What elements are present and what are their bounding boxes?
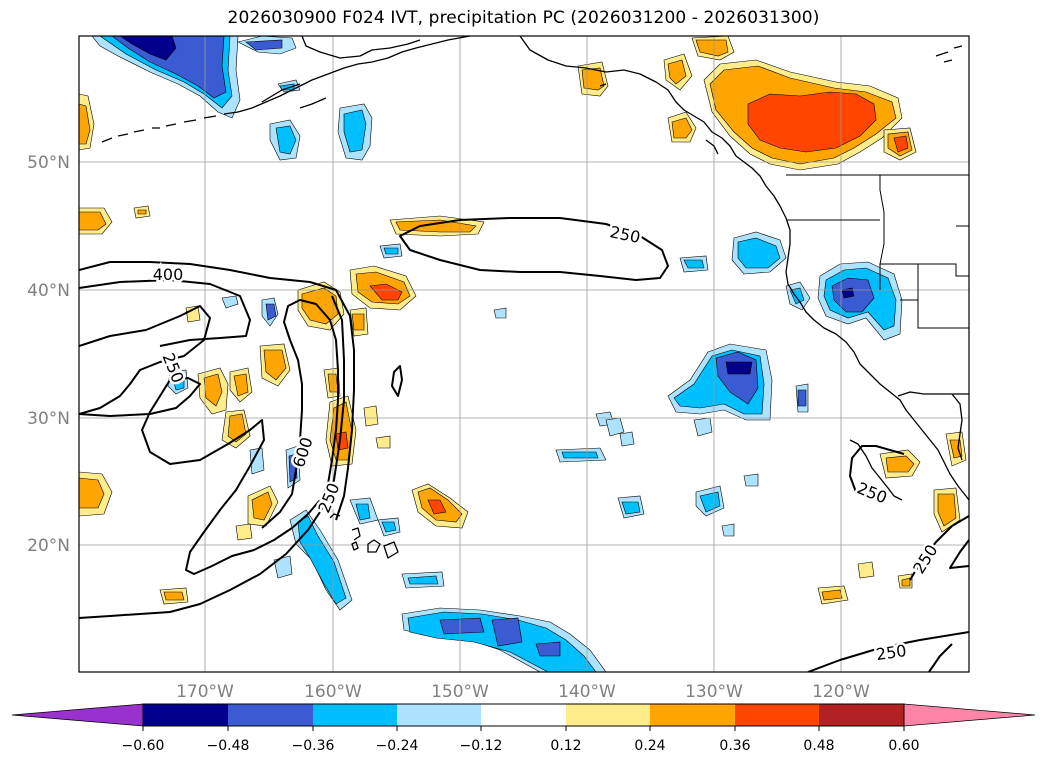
colorbar-swatch (143, 704, 228, 726)
lon-label: 140°W (558, 682, 616, 702)
colorbar-tick-label: 0.60 (888, 738, 919, 754)
colorbar-tick-label: −0.24 (376, 738, 419, 754)
colorbar-tick-label: 0.12 (550, 738, 581, 754)
colorbar-swatch (228, 704, 313, 726)
colorbar-tick-label: −0.60 (122, 738, 165, 754)
lat-label: 40°N (27, 281, 70, 301)
colorbar-extend-high (903, 703, 1036, 727)
colorbar-swatch (650, 704, 735, 726)
colorbar-extend-low (11, 703, 144, 727)
lon-label: 170°W (176, 682, 234, 702)
lat-label: 50°N (27, 153, 70, 173)
lon-label: 120°W (812, 682, 870, 702)
colorbar-tick-label: 0.36 (719, 738, 750, 754)
colorbar-tick-label: 0.24 (634, 738, 665, 754)
colorbar: −0.60 −0.48 −0.36 −0.24 −0.12 0.12 0.24 … (11, 703, 1036, 754)
colorbar-swatch (819, 704, 904, 726)
colorbar-swatch (397, 704, 481, 726)
colorbar-tick-label: −0.12 (460, 738, 503, 754)
colorbar-swatch (313, 704, 397, 726)
lon-label: 150°W (431, 682, 489, 702)
lon-label: 130°W (685, 682, 743, 702)
positive-anomaly-regions (79, 36, 967, 605)
longitude-labels: 170°W 160°W 150°W 140°W 130°W 120°W (176, 682, 870, 702)
colorbar-tick-label: −0.36 (292, 738, 335, 754)
gridlines (79, 36, 969, 672)
contour-label: 400 (153, 265, 184, 284)
colorbar-tick-label: −0.48 (207, 738, 250, 754)
colorbar-tick-label: 0.48 (803, 738, 834, 754)
colorbar-swatch (735, 704, 819, 726)
negative-anomaly-regions (91, 36, 903, 672)
map-frame (78, 35, 970, 673)
colorbar-ticks (142, 726, 905, 731)
colorbar-swatch (566, 704, 650, 726)
political-borders (786, 174, 969, 329)
lat-label: 30°N (27, 409, 70, 429)
latitude-labels: 50°N 40°N 30°N 20°N (27, 153, 70, 556)
ivt-contours (79, 217, 969, 672)
figure-title: 2026030900 F024 IVT, precipitation PC (2… (227, 8, 820, 28)
colorbar-frame (142, 703, 905, 727)
colorbar-tick-labels: −0.60 −0.48 −0.36 −0.24 −0.12 0.12 0.24 … (122, 738, 920, 754)
lat-label: 20°N (27, 536, 70, 556)
lon-label: 160°W (304, 682, 362, 702)
colorbar-swatch (481, 704, 566, 726)
